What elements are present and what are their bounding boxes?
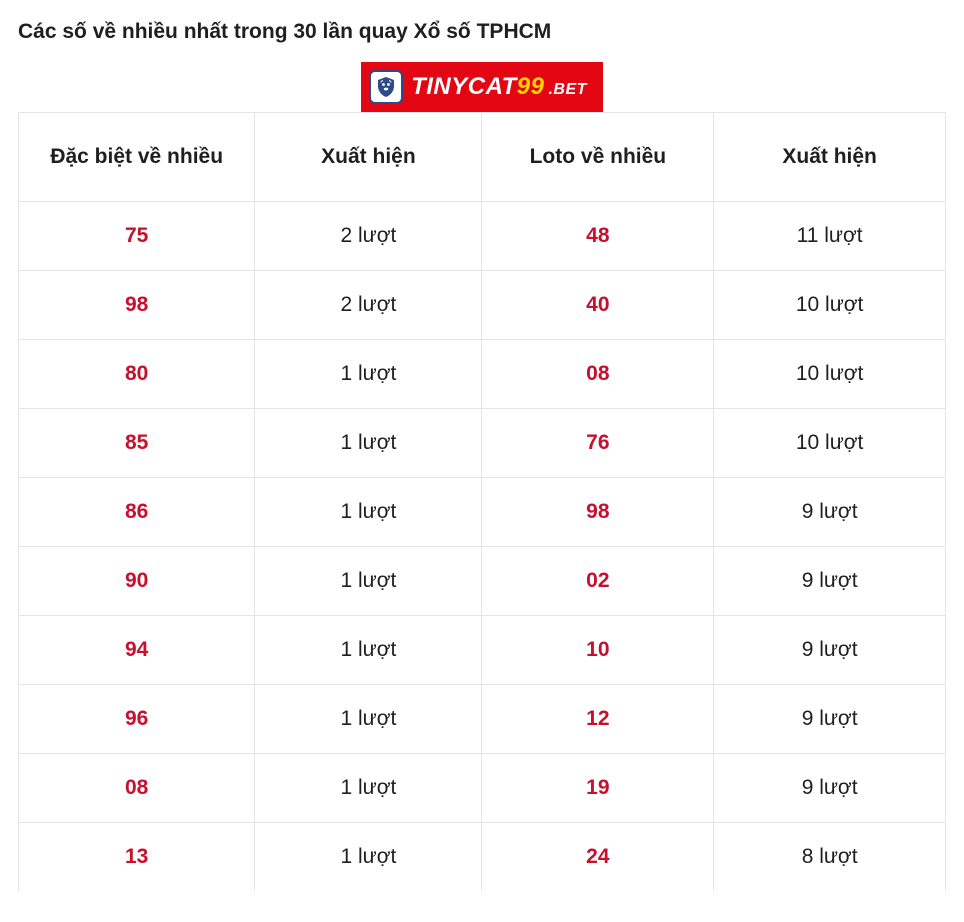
special-number: 80 <box>19 339 255 408</box>
header-col-1: Đặc biệt về nhiều <box>19 113 255 202</box>
loto-number: 48 <box>482 201 714 270</box>
table-row: 131 lượt248 lượt <box>19 822 946 891</box>
loto-count: 10 lượt <box>714 408 946 477</box>
table-row: 941 lượt109 lượt <box>19 615 946 684</box>
special-count: 2 lượt <box>255 270 482 339</box>
loto-number: 24 <box>482 822 714 891</box>
banner-text: TINYCAT99.BET <box>411 75 587 99</box>
loto-count: 11 lượt <box>714 201 946 270</box>
lottery-table: Đặc biệt về nhiều Xuất hiện Loto về nhiề… <box>18 112 946 891</box>
loto-number: 10 <box>482 615 714 684</box>
banner-text-1: TINYCAT <box>411 75 517 99</box>
loto-count: 10 lượt <box>714 270 946 339</box>
table-row: 961 lượt129 lượt <box>19 684 946 753</box>
special-count: 1 lượt <box>255 408 482 477</box>
loto-number: 08 <box>482 339 714 408</box>
table-row: 081 lượt199 lượt <box>19 753 946 822</box>
loto-count: 9 lượt <box>714 753 946 822</box>
special-count: 1 lượt <box>255 684 482 753</box>
special-number: 86 <box>19 477 255 546</box>
table-header-row: Đặc biệt về nhiều Xuất hiện Loto về nhiề… <box>19 113 946 202</box>
loto-number: 12 <box>482 684 714 753</box>
special-number: 96 <box>19 684 255 753</box>
special-number: 90 <box>19 546 255 615</box>
loto-number: 98 <box>482 477 714 546</box>
loto-count: 10 lượt <box>714 339 946 408</box>
special-number: 98 <box>19 270 255 339</box>
loto-count: 9 lượt <box>714 477 946 546</box>
banner-container: TINYCAT99.BET <box>18 62 946 112</box>
special-number: 75 <box>19 201 255 270</box>
special-number: 85 <box>19 408 255 477</box>
special-number: 94 <box>19 615 255 684</box>
table-row: 801 lượt0810 lượt <box>19 339 946 408</box>
header-col-3: Loto về nhiều <box>482 113 714 202</box>
table-row: 851 lượt7610 lượt <box>19 408 946 477</box>
special-count: 1 lượt <box>255 546 482 615</box>
loto-number: 19 <box>482 753 714 822</box>
title-prefix: Các số về nhiều nhất trong 30 lần quay X… <box>18 20 477 43</box>
special-count: 2 lượt <box>255 201 482 270</box>
table-row: 752 lượt4811 lượt <box>19 201 946 270</box>
special-number: 13 <box>19 822 255 891</box>
special-count: 1 lượt <box>255 477 482 546</box>
loto-count: 9 lượt <box>714 615 946 684</box>
loto-number: 02 <box>482 546 714 615</box>
loto-count: 8 lượt <box>714 822 946 891</box>
banner-text-bet: .BET <box>548 82 586 98</box>
table-row: 901 lượt029 lượt <box>19 546 946 615</box>
special-number: 08 <box>19 753 255 822</box>
header-col-4: Xuất hiện <box>714 113 946 202</box>
loto-number: 40 <box>482 270 714 339</box>
loto-count: 9 lượt <box>714 546 946 615</box>
loto-number: 76 <box>482 408 714 477</box>
special-count: 1 lượt <box>255 615 482 684</box>
table-row: 861 lượt989 lượt <box>19 477 946 546</box>
title-bold: TPHCM <box>477 20 552 43</box>
page-title: Các số về nhiều nhất trong 30 lần quay X… <box>18 20 946 44</box>
shield-icon <box>369 70 403 104</box>
banner-text-accent: 99 <box>517 75 545 99</box>
loto-count: 9 lượt <box>714 684 946 753</box>
special-count: 1 lượt <box>255 822 482 891</box>
special-count: 1 lượt <box>255 753 482 822</box>
header-col-2: Xuất hiện <box>255 113 482 202</box>
banner[interactable]: TINYCAT99.BET <box>361 62 603 112</box>
special-count: 1 lượt <box>255 339 482 408</box>
table-row: 982 lượt4010 lượt <box>19 270 946 339</box>
